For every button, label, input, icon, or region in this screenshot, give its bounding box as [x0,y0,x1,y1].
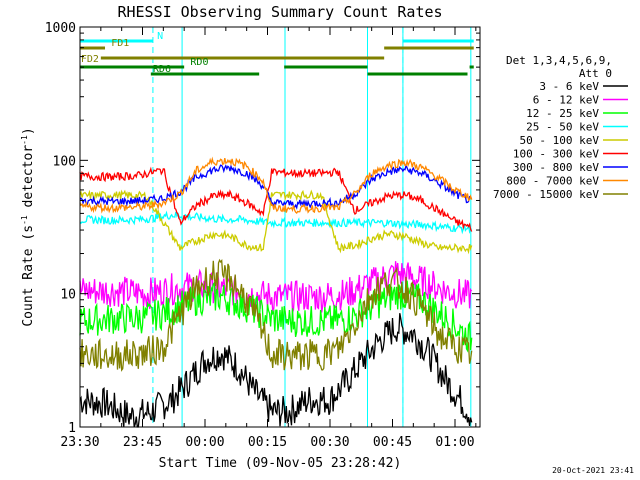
series-line-3 [79,210,473,235]
legend-entry-label: 100 - 300 keV [513,148,599,161]
footer-timestamp: 20-Oct-2021 23:41 [552,466,634,475]
status-label-rd0: RD0 [190,57,208,68]
legend-entry-label: 3 - 6 keV [539,80,599,93]
y-axis-ticks: 1 10 100 1000 [45,21,480,436]
series-line-5 [79,166,473,232]
x-tick-label: 00:30 [310,435,349,450]
y-tick-label: 100 [53,154,76,169]
legend-header: Att 0 [579,67,612,80]
legend-entry-label: 12 - 25 keV [526,107,599,120]
x-axis-label: Start Time (09-Nov-05 23:28:42) [159,456,402,471]
x-tick-label: 00:45 [373,435,412,450]
x-tick-label: 23:30 [60,435,99,450]
status-label-fd1: FD1 [111,38,129,49]
legend-entry-label: 7000 - 15000 keV [493,188,599,201]
series-line-0 [79,313,473,428]
y-axis-label: Count Rate (s-1 detector-1) [20,127,36,326]
status-label-n: N [157,31,163,42]
x-tick-label: 00:00 [185,435,224,450]
y-tick-label: 1 [68,421,76,436]
series-group [79,156,473,428]
legend-entry-label: 300 - 800 keV [513,161,599,174]
series-line-7 [79,156,473,214]
x-tick-label: 23:45 [123,435,162,450]
legend-entry-label: 25 - 50 keV [526,121,599,134]
chart-title: RHESSI Observing Summary Count Rates [117,3,442,21]
legend-header: Det 1,3,4,5,6,9, [506,54,612,67]
y-tick-label: 1000 [45,21,76,36]
legend-entry-label: 800 - 7000 keV [506,175,599,188]
series-line-8 [79,258,473,372]
status-label-rd6: RD6 [153,64,171,75]
legend-entry-label: 50 - 100 keV [520,134,600,147]
series-line-6 [79,163,473,210]
status-label-fd2: FD2 [81,54,99,65]
x-axis-ticks: 23:30 23:45 00:00 00:15 00:30 00:45 01:00 [60,27,477,450]
legend-entry-label: 6 - 12 keV [533,94,600,107]
plot-frame [79,26,481,428]
x-tick-label: 00:15 [248,435,287,450]
y-tick-label: 10 [60,288,76,303]
x-tick-label: 01:00 [435,435,474,450]
observing-status-bars: N FD1 FD2 RD0 RD6 [80,31,474,76]
